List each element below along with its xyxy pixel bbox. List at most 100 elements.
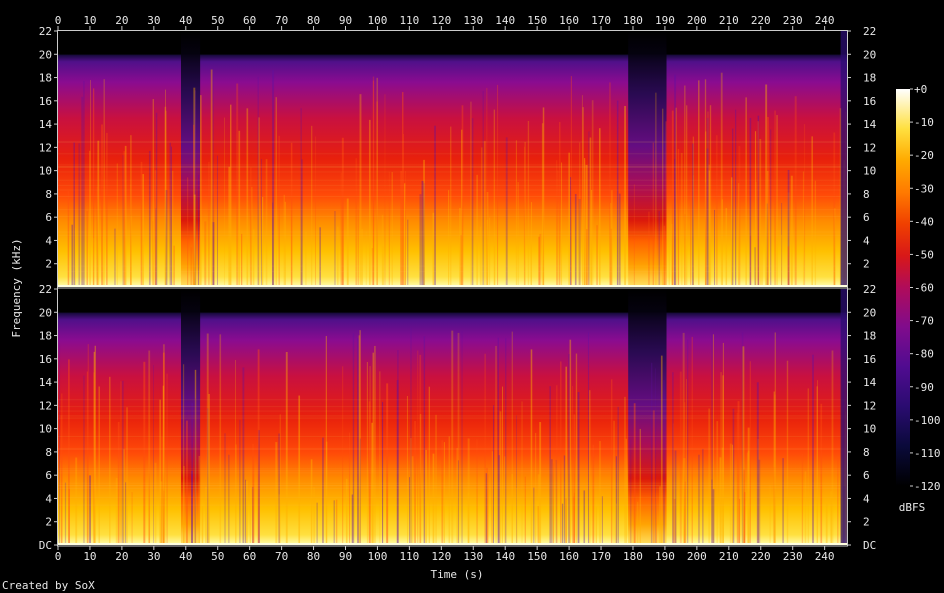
- colorbar-tick-label: -90: [914, 381, 934, 394]
- y-tick-label-left: 14: [39, 118, 53, 131]
- x-tick-label-top: 240: [815, 14, 835, 27]
- colorbar-tick-label: -60: [914, 282, 934, 295]
- colorbar-tick-label: -30: [914, 182, 934, 195]
- y-tick-label-right: 20: [863, 306, 876, 319]
- transient-streaks: [58, 327, 847, 545]
- x-tick-label-top: 160: [559, 14, 579, 27]
- x-tick-label-bottom: 70: [275, 550, 288, 563]
- spectrogram-base: [58, 31, 847, 287]
- x-tick-label-top: 140: [495, 14, 515, 27]
- x-axis-label: Time (s): [431, 568, 484, 581]
- y-tick-label-right: 18: [863, 330, 876, 343]
- colorbar-tick-label: -50: [914, 248, 934, 261]
- colorbar-tick-label: -20: [914, 149, 934, 162]
- x-tick-label-top: 220: [751, 14, 771, 27]
- colorbar-tick-label: +0: [914, 83, 927, 96]
- x-tick-label-top: 30: [147, 14, 160, 27]
- colorbar-tick-label: -80: [914, 348, 934, 361]
- y-tick-label-right: 8: [863, 446, 870, 459]
- x-tick-label-top: 50: [211, 14, 224, 27]
- y-tick-label-right: 4: [863, 492, 870, 505]
- y-tick-label-left: 18: [39, 330, 52, 343]
- x-tick-label-top: 200: [687, 14, 707, 27]
- y-tick-label-left: 6: [45, 211, 52, 224]
- y-tick-label-left: 18: [39, 72, 52, 85]
- x-tick-label-bottom: 130: [463, 550, 483, 563]
- x-tick-label-bottom: 160: [559, 550, 579, 563]
- y-tick-label-left: 14: [39, 376, 53, 389]
- x-tick-label-bottom: 190: [655, 550, 675, 563]
- x-tick-label-bottom: 210: [719, 550, 739, 563]
- x-tick-label-top: 230: [783, 14, 803, 27]
- x-tick-label-top: 110: [399, 14, 419, 27]
- x-tick-label-top: 90: [339, 14, 352, 27]
- colorbar-tick-label: -10: [914, 116, 934, 129]
- x-tick-label-top: 130: [463, 14, 483, 27]
- x-tick-label-bottom: 110: [399, 550, 419, 563]
- x-tick-label-bottom: 100: [367, 550, 387, 563]
- y-tick-label-left: 4: [45, 492, 52, 505]
- fade-out-region: [840, 289, 847, 545]
- y-tick-label-left: 20: [39, 48, 52, 61]
- y-tick-label-right: 6: [863, 211, 870, 224]
- y-tick-label-right: 16: [863, 95, 876, 108]
- x-tick-label-bottom: 150: [527, 550, 547, 563]
- y-tick-label-left: DC: [39, 539, 52, 552]
- y-tick-label-left: 2: [45, 516, 52, 529]
- credit-text: Created by SoX: [2, 579, 95, 592]
- colorbar-label: dBFS: [899, 501, 926, 514]
- y-tick-label-left: 4: [45, 234, 52, 247]
- y-tick-label-left: 12: [39, 399, 52, 412]
- x-tick-label-bottom: 60: [243, 550, 256, 563]
- x-tick-label-top: 100: [367, 14, 387, 27]
- x-tick-label-top: 10: [83, 14, 96, 27]
- y-tick-label-right: 22: [863, 283, 876, 296]
- y-tick-label-left: 22: [39, 25, 52, 38]
- y-tick-label-left: 8: [45, 446, 52, 459]
- x-tick-label-top: 20: [115, 14, 128, 27]
- y-tick-label-right: 10: [863, 165, 876, 178]
- x-tick-label-top: 180: [623, 14, 643, 27]
- x-tick-label-top: 120: [431, 14, 451, 27]
- y-tick-label-left: 8: [45, 188, 52, 201]
- y-tick-label-right: 8: [863, 188, 870, 201]
- dc-line: [58, 543, 847, 545]
- x-tick-label-top: 70: [275, 14, 288, 27]
- y-tick-label-right: 14: [863, 118, 877, 131]
- colorbar-tick-label: -100: [914, 414, 941, 427]
- x-tick-label-top: 210: [719, 14, 739, 27]
- fade-out-region: [840, 31, 847, 287]
- plot-frame: [57, 30, 848, 547]
- x-tick-label-top: 190: [655, 14, 675, 27]
- y-tick-label-left: 10: [39, 165, 52, 178]
- x-tick-label-bottom: 220: [751, 550, 771, 563]
- colorbar-tick-label: -40: [914, 215, 934, 228]
- y-tick-label-right: 20: [863, 48, 876, 61]
- x-tick-label-bottom: 50: [211, 550, 224, 563]
- x-tick-label-bottom: 180: [623, 550, 643, 563]
- colorbar: [896, 89, 910, 486]
- x-tick-label-bottom: 200: [687, 550, 707, 563]
- y-tick-label-right: 12: [863, 399, 876, 412]
- y-tick-label-right: 16: [863, 353, 876, 366]
- x-tick-label-bottom: 230: [783, 550, 803, 563]
- y-tick-label-right: 2: [863, 516, 870, 529]
- x-tick-label-bottom: 30: [147, 550, 160, 563]
- quiet-segment: [180, 31, 201, 287]
- quiet-segment: [180, 289, 201, 545]
- y-tick-label-left: 16: [39, 353, 52, 366]
- colorbar-tick-label: -110: [914, 447, 941, 460]
- x-tick-label-top: 0: [55, 14, 62, 27]
- y-tick-label-right: 12: [863, 141, 876, 154]
- x-tick-label-bottom: 120: [431, 550, 451, 563]
- y-tick-label-left: 16: [39, 95, 52, 108]
- y-tick-label-right: 18: [863, 72, 876, 85]
- y-tick-label-left: 22: [39, 283, 52, 296]
- y-tick-label-right: 2: [863, 258, 870, 271]
- x-tick-label-top: 80: [307, 14, 320, 27]
- x-tick-label-top: 150: [527, 14, 547, 27]
- x-tick-label-top: 170: [591, 14, 611, 27]
- x-tick-label-bottom: 0: [55, 550, 62, 563]
- x-tick-label-bottom: 10: [83, 550, 96, 563]
